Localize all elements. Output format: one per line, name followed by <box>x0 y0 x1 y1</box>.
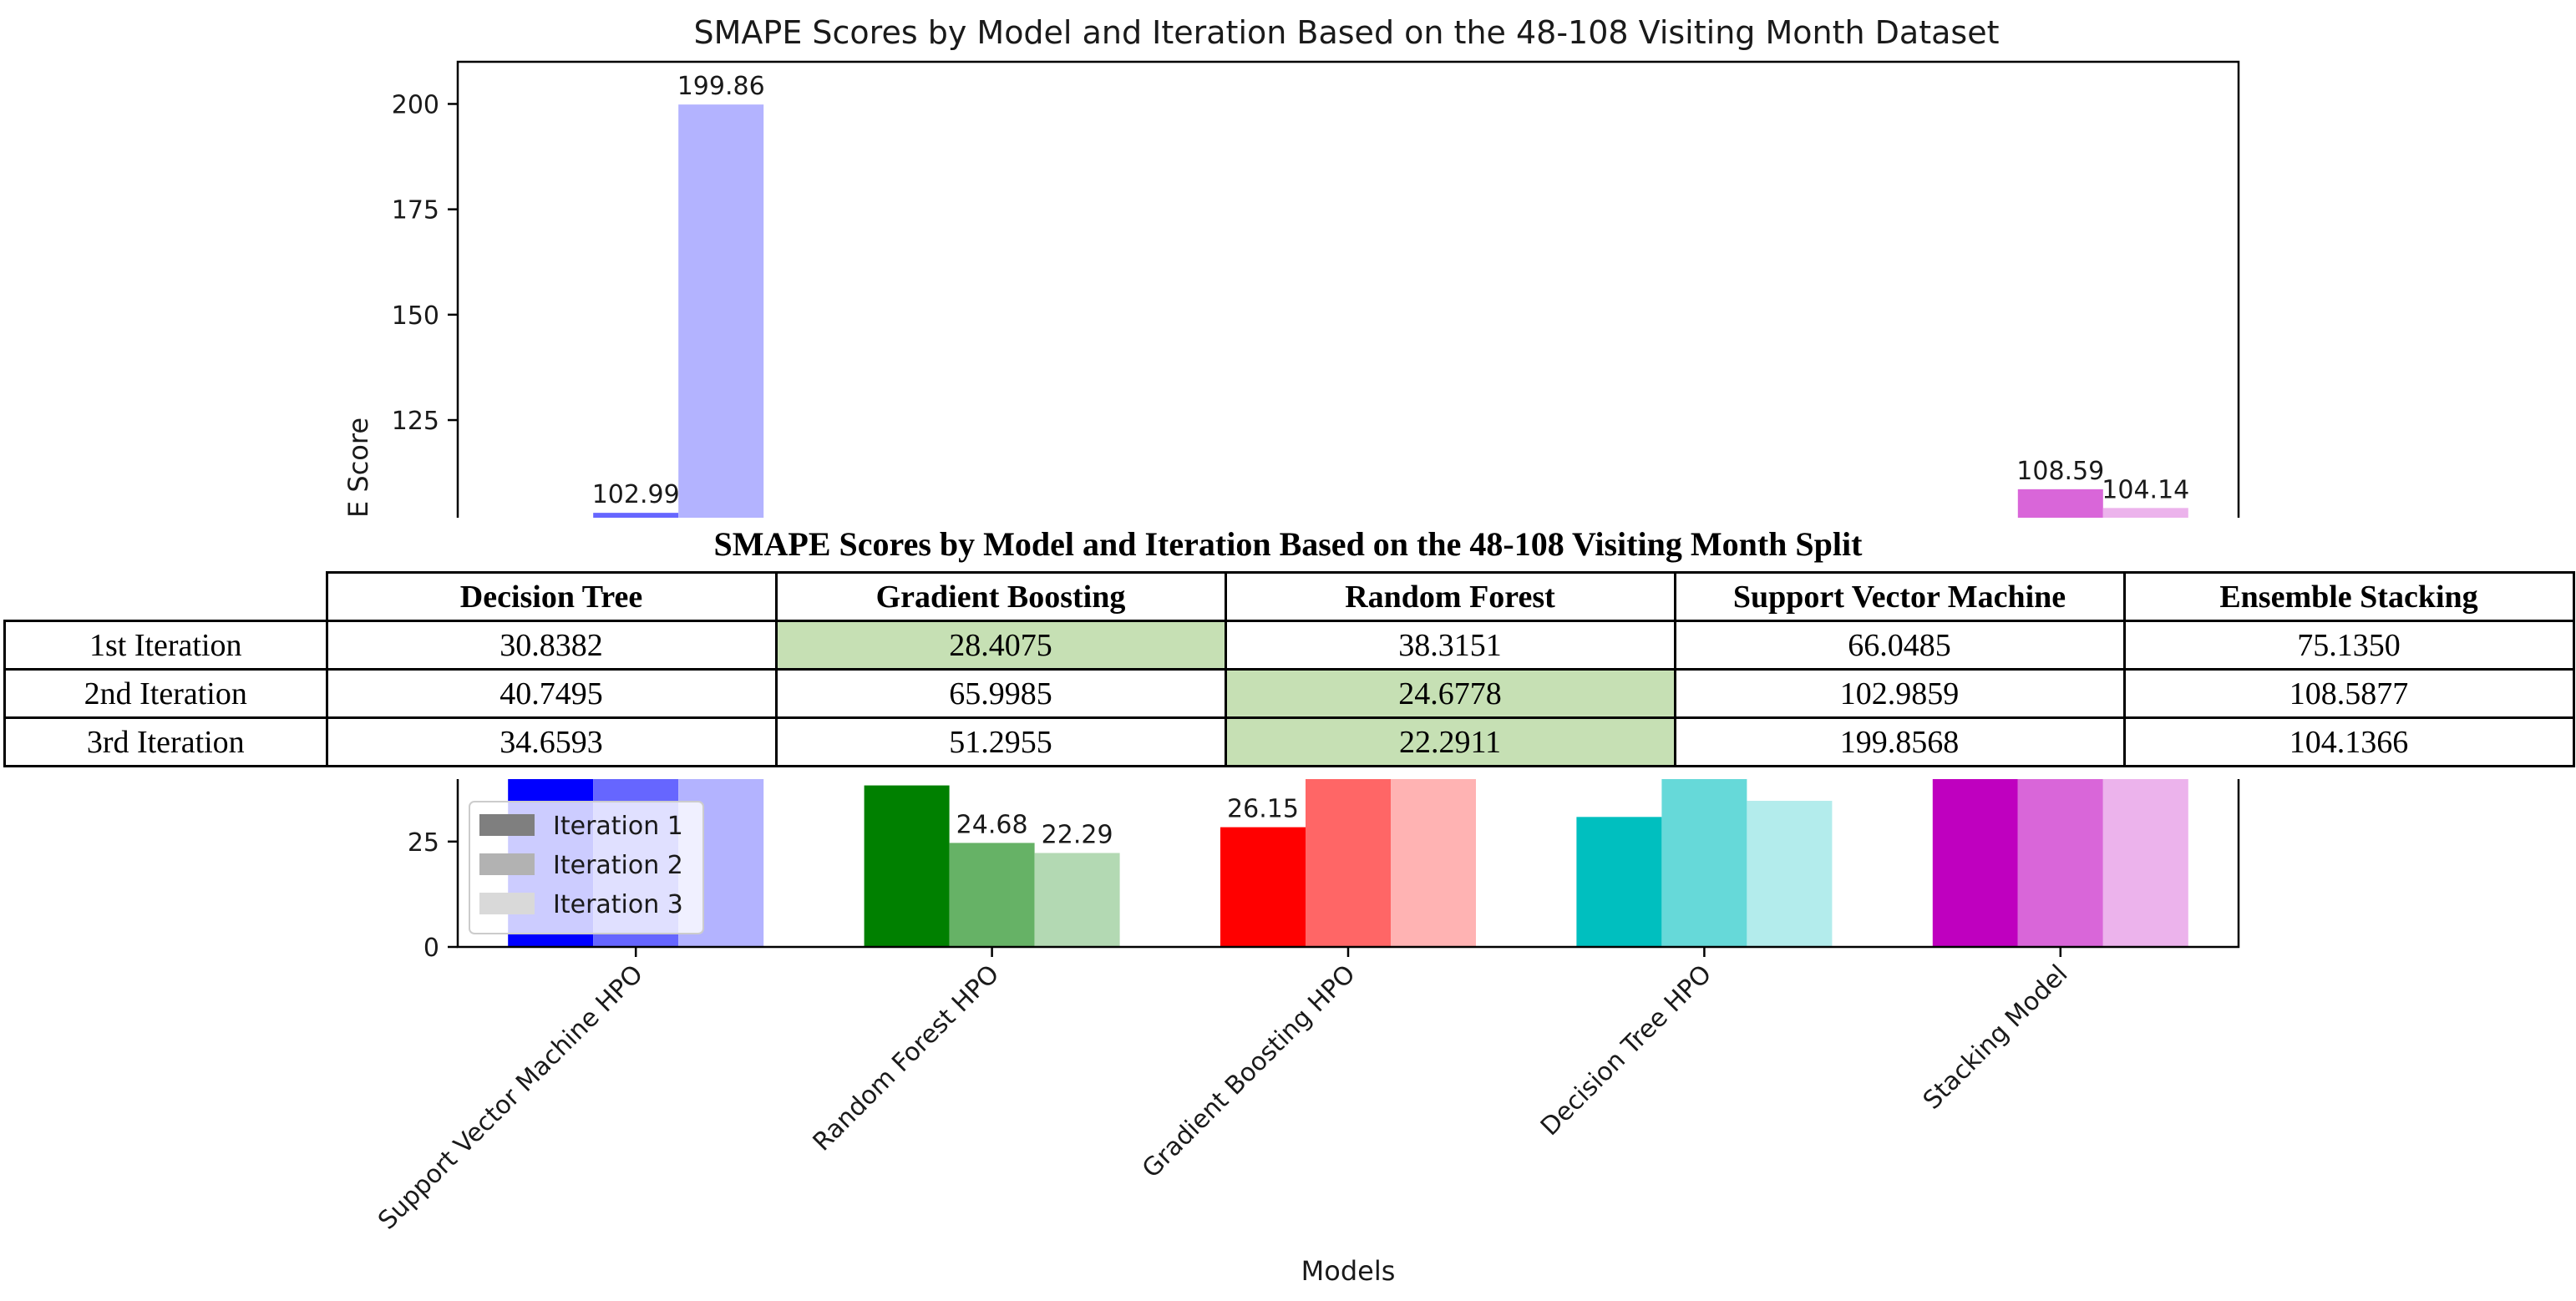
y-tick-label: 0 <box>423 934 439 963</box>
row-label: 3rd Iteration <box>3 716 328 767</box>
bar <box>1747 801 1833 947</box>
x-axis-label: Models <box>1301 1255 1396 1287</box>
bar <box>1576 817 1662 947</box>
table-cell: 30.8382 <box>325 620 778 671</box>
table-cell: 34.6593 <box>325 716 778 767</box>
chart-title: SMAPE Scores by Model and Iteration Base… <box>694 14 2000 51</box>
table-cell: 51.2955 <box>774 716 1227 767</box>
data-label: 102.99 <box>592 480 680 509</box>
data-label: 104.14 <box>2102 475 2189 504</box>
smape-table: Decision Tree Gradient Boosting Random F… <box>3 571 2575 767</box>
data-label: 22.29 <box>1042 820 1113 849</box>
bar <box>864 785 950 947</box>
table-row: 3rd Iteration 34.6593 51.2955 22.2911 19… <box>3 716 2575 767</box>
y-tick-label: 25 <box>408 828 439 858</box>
legend-label: Iteration 2 <box>553 851 683 880</box>
table-cell: 22.2911 <box>1224 716 1676 767</box>
table-corner-cell <box>4 572 328 622</box>
table-row: 1st Iteration 30.8382 28.4075 38.3151 66… <box>3 620 2575 671</box>
legend-swatch <box>479 853 535 875</box>
y-axis-label: E Score <box>342 418 374 518</box>
column-header: Ensemble Stacking <box>2122 571 2575 622</box>
column-header: Gradient Boosting <box>774 571 1227 622</box>
y-tick-label: 175 <box>392 196 439 225</box>
legend-label: Iteration 1 <box>553 812 683 841</box>
table-cell: 40.7495 <box>325 668 778 719</box>
data-label: 108.59 <box>2016 457 2104 486</box>
table-cell: 199.8568 <box>1673 716 2126 767</box>
y-tick-label: 150 <box>392 301 439 331</box>
table-cell: 66.0485 <box>1673 620 2126 671</box>
bar <box>949 843 1035 947</box>
row-label: 2nd Iteration <box>3 668 328 719</box>
legend-label: Iteration 3 <box>553 890 683 919</box>
smape-table-panel: SMAPE Scores by Model and Iteration Base… <box>0 518 2576 779</box>
table-cell: 104.1366 <box>2122 716 2575 767</box>
data-label: 26.15 <box>1227 795 1299 824</box>
table-header-row: Decision Tree Gradient Boosting Random F… <box>4 571 2575 622</box>
table-cell: 24.6778 <box>1224 668 1676 719</box>
column-header: Support Vector Machine <box>1673 571 2126 622</box>
table-title: SMAPE Scores by Model and Iteration Base… <box>713 525 1863 563</box>
table-cell: 38.3151 <box>1224 620 1676 671</box>
legend: Iteration 1 Iteration 2 Iteration 3 <box>469 801 704 934</box>
data-label: 199.86 <box>677 72 765 101</box>
column-header: Decision Tree <box>325 571 778 622</box>
column-header: Random Forest <box>1224 571 1676 622</box>
table-row: 2nd Iteration 40.7495 65.9985 24.6778 10… <box>3 668 2575 719</box>
table-cell: 102.9859 <box>1673 668 2126 719</box>
y-tick-label: 200 <box>392 90 439 119</box>
y-tick-label: 125 <box>392 407 439 436</box>
legend-swatch <box>479 893 535 914</box>
table-cell: 65.9985 <box>774 668 1227 719</box>
legend-swatch <box>479 814 535 836</box>
data-label: 24.68 <box>956 810 1028 839</box>
bar <box>1661 775 1747 947</box>
table-cell: 28.4075 <box>774 620 1227 671</box>
table-cell: 75.1350 <box>2122 620 2575 671</box>
bar <box>1034 853 1120 947</box>
table-cell: 108.5877 <box>2122 668 2575 719</box>
row-label: 1st Iteration <box>3 620 328 671</box>
bar <box>1220 827 1306 947</box>
